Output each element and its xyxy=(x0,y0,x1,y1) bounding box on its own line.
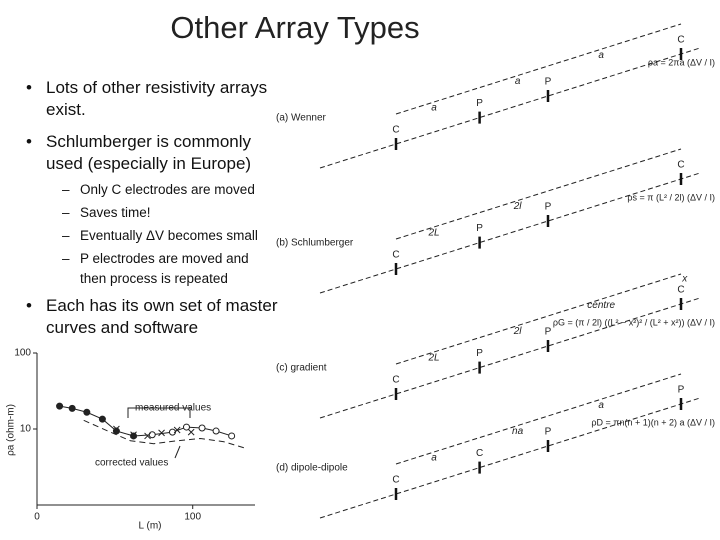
dot-marker xyxy=(98,415,106,423)
span-label: na xyxy=(512,426,524,437)
annotation-bracket xyxy=(127,407,191,418)
sub-bullet: Eventually ΔV becomes small xyxy=(62,226,272,246)
span-label: a xyxy=(431,103,437,114)
array-line xyxy=(319,297,701,419)
cross-marker xyxy=(173,426,181,434)
span-label: a xyxy=(598,400,604,411)
dot-marker xyxy=(212,427,220,435)
electrode-label: C xyxy=(677,285,684,296)
panel-label: (b) Schlumberger xyxy=(276,238,354,249)
array-diagram: (a) Wenner C P P Ca a a ρa = 2πa (ΔV / I) (b) Sc… xyxy=(276,23,715,519)
dot-marker xyxy=(148,431,156,439)
span-label: 2L xyxy=(427,228,439,239)
y-tick-label: 100 xyxy=(14,348,31,359)
dot-marker xyxy=(56,402,64,410)
dot-marker xyxy=(68,404,76,412)
bullet: Schlumberger is commonly used (especiall… xyxy=(26,131,278,175)
array-line xyxy=(395,23,682,115)
dot-marker xyxy=(182,423,190,431)
span-label: x xyxy=(681,273,688,284)
sub-bullet: P electrodes are moved and then process … xyxy=(62,249,272,289)
x-tick-label: 0 xyxy=(34,512,40,523)
array-line xyxy=(395,148,682,240)
electrode-label: P xyxy=(545,202,552,213)
span-label: a xyxy=(515,76,521,87)
array-line xyxy=(319,397,701,519)
electrode-label: P xyxy=(476,348,483,359)
electrode-label: P xyxy=(678,385,685,396)
cross-marker xyxy=(113,425,120,433)
cross-marker xyxy=(144,432,151,440)
span-label: a xyxy=(431,453,437,464)
bullet: Lots of other resistivity arrays exist. xyxy=(26,77,278,121)
span-label: 2L xyxy=(427,353,439,364)
x-axis-label: L (m) xyxy=(139,521,162,532)
formula: ρD = πn(n + 1)(n + 2) a (ΔV / I) xyxy=(591,417,715,427)
electrode-label: C xyxy=(392,250,399,261)
x-tick-label: 100 xyxy=(184,512,201,523)
formula: ρs = π (L² / 2l) (ΔV / I) xyxy=(627,192,715,202)
panel-label: (a) Wenner xyxy=(276,113,327,124)
electrode-label: P xyxy=(545,427,552,438)
array-line xyxy=(395,373,682,465)
y-axis-label: ρa (ohm-m) xyxy=(6,404,17,456)
electrode-label: C xyxy=(392,475,399,486)
dot-marker xyxy=(83,408,91,416)
electrode-label: C xyxy=(392,375,399,386)
bullet: Each has its own set of master curves an… xyxy=(26,295,278,339)
span-label: 2l xyxy=(513,326,523,337)
slide-title: Other Array Types xyxy=(170,10,420,45)
cross-marker xyxy=(130,431,137,439)
y-tick-label: 10 xyxy=(20,424,32,435)
annotation: corrected values xyxy=(95,458,168,469)
electrode-label: P xyxy=(545,77,552,88)
sub-bullet: Saves time! xyxy=(62,203,272,223)
array-line xyxy=(395,273,682,365)
formula: ρG = (π / 2l) ((L² − x²)² / (L² + x²)) (… xyxy=(553,317,715,327)
span-label: centre xyxy=(587,300,615,311)
dot-marker xyxy=(130,432,138,440)
span-label: 2l xyxy=(513,201,523,212)
panel-label: (c) gradient xyxy=(276,363,327,374)
formula: ρa = 2πa (ΔV / I) xyxy=(648,57,715,67)
electrode-label: P xyxy=(476,98,483,109)
dot-marker xyxy=(228,432,236,440)
electrode-label: C xyxy=(392,125,399,136)
sub-bullet: Only C electrodes are moved xyxy=(62,180,272,200)
array-line xyxy=(319,172,701,294)
electrode-label: P xyxy=(476,223,483,234)
array-line xyxy=(319,47,701,169)
cross-marker xyxy=(158,429,165,437)
electrode-label: P xyxy=(545,327,552,338)
dot-marker xyxy=(112,427,120,435)
panel-label: (d) dipole-dipole xyxy=(276,463,348,474)
dot-marker xyxy=(198,424,206,432)
electrode-label: C xyxy=(677,35,684,46)
annotation-arrow xyxy=(174,445,181,459)
electrode-label: C xyxy=(476,448,483,459)
series-line xyxy=(83,419,248,450)
span-label: a xyxy=(598,50,604,61)
cross-marker xyxy=(187,428,195,436)
electrode-label: C xyxy=(677,160,684,171)
